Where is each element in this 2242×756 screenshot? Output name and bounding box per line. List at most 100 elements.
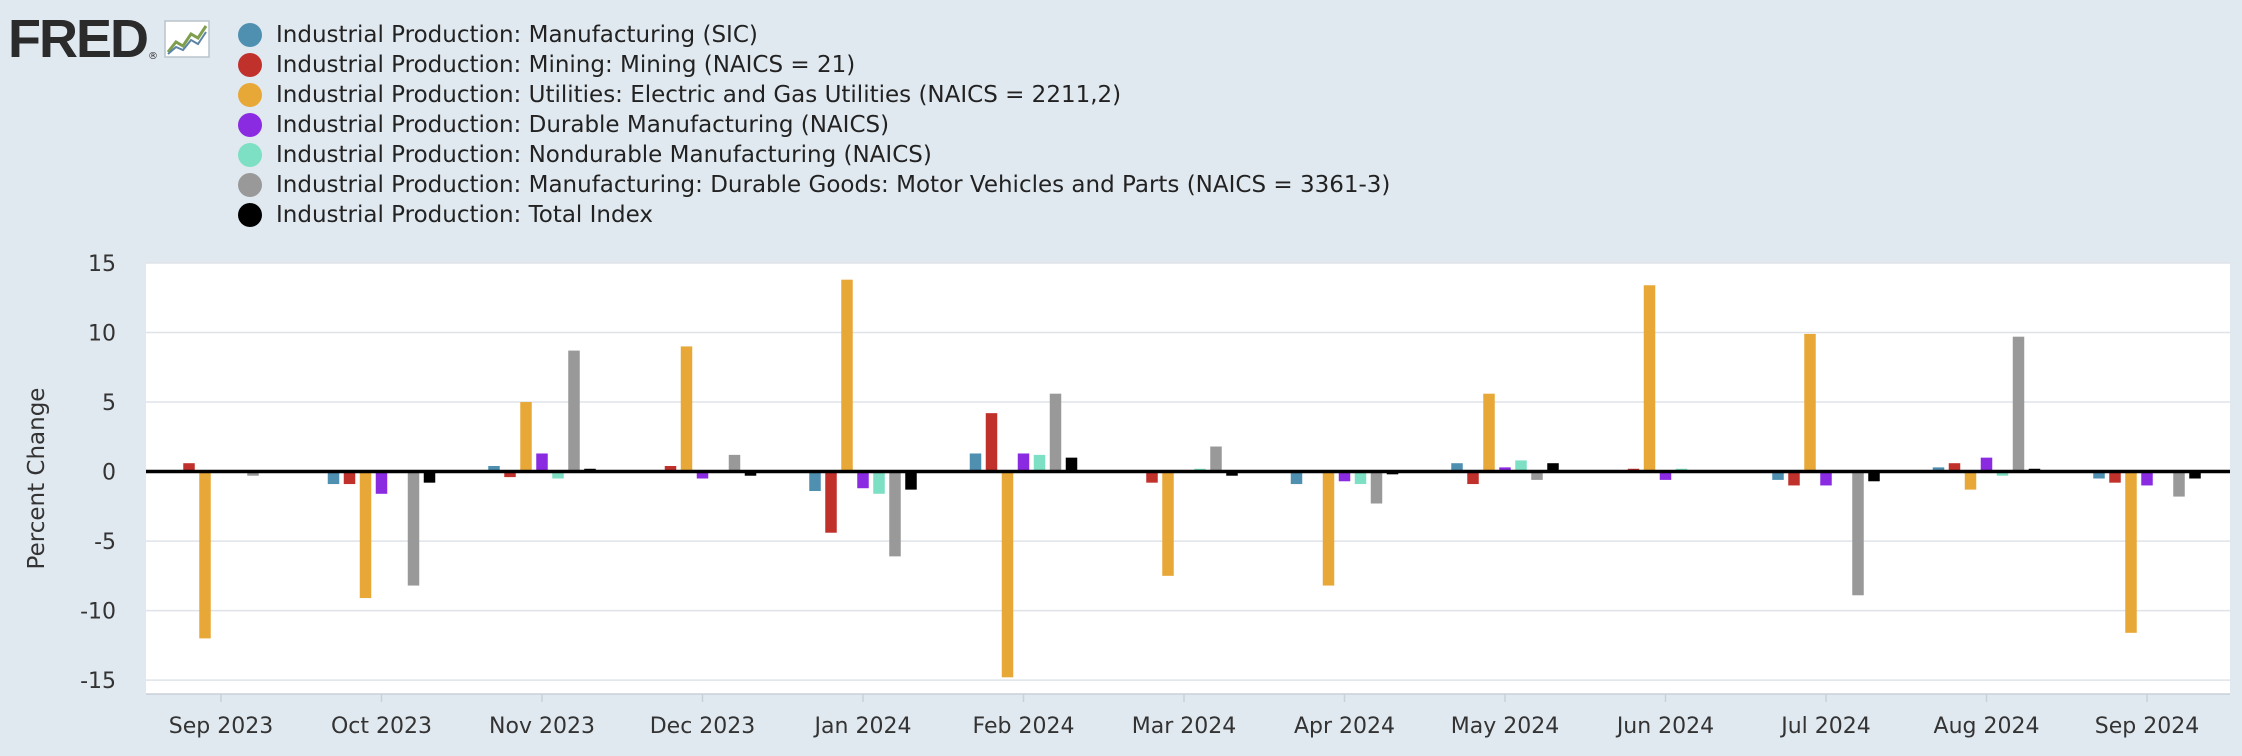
- y-tick-label: -5: [94, 530, 116, 555]
- bar: [1483, 393, 1495, 472]
- legend-item[interactable]: Industrial Production: Utilities: Electr…: [238, 80, 1390, 110]
- bar: [1033, 454, 1046, 472]
- legend-label: Industrial Production: Mining: Mining (N…: [276, 52, 856, 78]
- legend-item[interactable]: Industrial Production: Nondurable Manufa…: [238, 140, 1390, 170]
- y-axis-label: Percent Change: [24, 388, 50, 570]
- bar: [183, 463, 195, 472]
- bar: [1547, 463, 1559, 472]
- bar: [889, 471, 901, 557]
- y-tick-label: 0: [102, 461, 116, 486]
- legend-marker: [238, 53, 262, 77]
- bar: [1354, 471, 1367, 485]
- bar: [664, 465, 677, 472]
- bar: [359, 471, 372, 599]
- bar: [1659, 471, 1672, 480]
- bar: [857, 471, 869, 489]
- legend-item[interactable]: Industrial Production: Manufacturing: Du…: [238, 170, 1390, 200]
- bar: [488, 465, 500, 472]
- y-tick-label: 5: [102, 391, 116, 416]
- legend-label: Industrial Production: Manufacturing: Du…: [276, 172, 1391, 198]
- bar: [1515, 460, 1527, 472]
- bar: [327, 471, 340, 485]
- y-tick-label: 10: [88, 322, 116, 347]
- legend-marker: [238, 23, 262, 47]
- bar: [809, 471, 821, 492]
- x-tick-label: Mar 2024: [1132, 714, 1237, 739]
- bar: [520, 402, 532, 472]
- bar: [423, 471, 436, 483]
- bar: [969, 453, 982, 472]
- legend-item[interactable]: Industrial Production: Manufacturing (SI…: [238, 20, 1390, 50]
- x-tick-label: May 2024: [1451, 714, 1559, 739]
- bar: [1290, 471, 1303, 485]
- bar: [680, 346, 693, 472]
- bar: [568, 350, 580, 472]
- chart-line-icon: [164, 20, 210, 58]
- bar: [2189, 471, 2201, 479]
- bar: [1499, 467, 1511, 472]
- bar: [2173, 471, 2185, 497]
- bar: [1370, 471, 1383, 504]
- legend-label: Industrial Production: Total Index: [276, 202, 653, 228]
- legend-marker: [238, 173, 262, 197]
- legend-marker: [238, 83, 262, 107]
- logo-text: FRED: [8, 9, 149, 69]
- bar: [1531, 471, 1543, 480]
- bar: [1210, 446, 1222, 472]
- bar: [1451, 463, 1463, 472]
- bar: [841, 279, 853, 472]
- bar: [1162, 471, 1174, 576]
- bar: [1788, 471, 1800, 486]
- x-tick-label: Aug 2024: [1934, 714, 2040, 739]
- legend-label: Industrial Production: Durable Manufactu…: [276, 112, 890, 138]
- bar: [1772, 471, 1784, 480]
- bar: [1338, 471, 1351, 482]
- x-tick-label: Sep 2023: [169, 714, 273, 739]
- bar: [1226, 471, 1238, 476]
- legend-marker: [238, 203, 262, 227]
- bar: [744, 471, 757, 476]
- x-tick-label: Jul 2024: [1779, 714, 1871, 739]
- x-tick-label: Dec 2023: [650, 714, 756, 739]
- bar: [536, 453, 548, 472]
- x-tick-label: Feb 2024: [973, 714, 1075, 739]
- bar: [1932, 467, 1945, 472]
- bar: [696, 471, 709, 479]
- legend-item[interactable]: Industrial Production: Durable Manufactu…: [238, 110, 1390, 140]
- bar: [1868, 471, 1880, 482]
- bar: [1065, 457, 1078, 472]
- bar: [1996, 471, 2009, 476]
- legend-item[interactable]: Industrial Production: Total Index: [238, 200, 1390, 230]
- legend-label: Industrial Production: Manufacturing (SI…: [276, 22, 758, 48]
- bar: [2093, 471, 2105, 479]
- chart-legend: Industrial Production: Manufacturing (SI…: [238, 20, 1390, 230]
- bar: [1001, 471, 1014, 678]
- bar: [1804, 333, 1816, 472]
- bar: [873, 471, 885, 494]
- x-tick-label: Nov 2023: [489, 714, 595, 739]
- bar: [1643, 285, 1656, 472]
- fred-logo[interactable]: FRED ®: [8, 12, 210, 66]
- bar: [985, 413, 998, 472]
- legend-marker: [238, 113, 262, 137]
- bar: [375, 471, 388, 494]
- x-tick-label: Jun 2024: [1615, 714, 1714, 739]
- bar: [1820, 471, 1832, 486]
- bar: [1852, 471, 1864, 596]
- bar: [1964, 471, 1977, 490]
- bar: [552, 471, 564, 479]
- bar: [905, 471, 917, 490]
- legend-label: Industrial Production: Nondurable Manufa…: [276, 142, 932, 168]
- bar: [343, 471, 356, 485]
- bar: [1049, 393, 1062, 472]
- logo-registered-mark: ®: [148, 51, 158, 62]
- bar: [1146, 471, 1158, 483]
- bar: [2109, 471, 2121, 483]
- bar: [407, 471, 420, 586]
- y-tick-label: 15: [88, 252, 116, 277]
- x-tick-label: Sep 2024: [2095, 714, 2199, 739]
- legend-item[interactable]: Industrial Production: Mining: Mining (N…: [238, 50, 1390, 80]
- plot-area: [146, 263, 2230, 694]
- bar: [1322, 471, 1335, 586]
